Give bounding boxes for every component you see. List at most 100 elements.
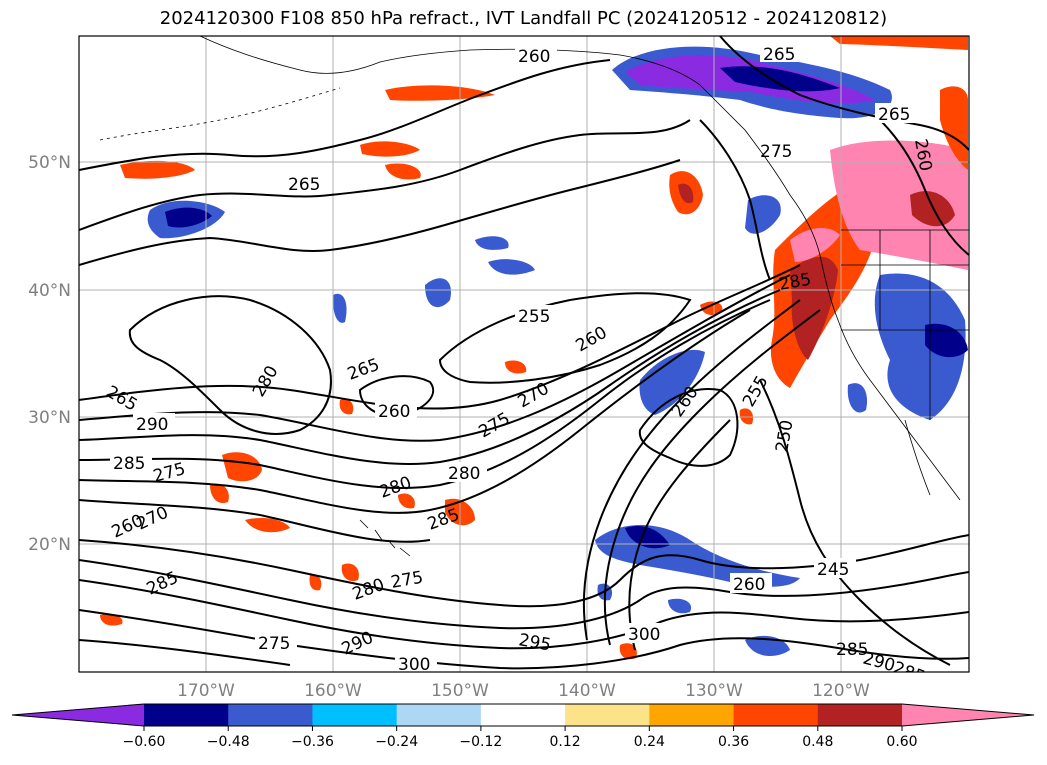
negative-region-south-3 — [668, 598, 692, 614]
colorbar-tick-label: 0.36 — [718, 734, 749, 750]
colorbar-segment — [817, 704, 903, 726]
positive-region-mid-6 — [341, 563, 359, 582]
colorbar-tick-label: −0.60 — [123, 734, 166, 750]
colorbar-segment — [396, 704, 482, 726]
us-west-coast — [819, 254, 961, 501]
colorbar-tick-label: −0.12 — [459, 734, 502, 750]
contour-diag-4 — [79, 299, 771, 490]
contour-curve-2 — [603, 309, 821, 646]
lat-label: 30°N — [28, 408, 71, 428]
negative-region-mid-4 — [332, 293, 347, 323]
positive-region-mid-8 — [505, 360, 527, 374]
contour-south-4 — [79, 609, 969, 670]
negative-region-mid-1 — [475, 236, 509, 250]
contour-south-2 — [79, 559, 969, 630]
map-title: 2024120300 F108 850 hPa refract., IVT La… — [159, 8, 888, 29]
negative-region-interior-2 — [847, 383, 868, 413]
contour-south-5 — [79, 639, 291, 666]
positive-region-sw-3 — [245, 517, 290, 533]
contour-north-2 — [79, 119, 691, 231]
colorbar-segment — [228, 704, 313, 726]
contour-label: 265 — [288, 175, 320, 195]
contour-label: 260 — [518, 47, 550, 67]
coastlines — [99, 36, 969, 557]
contour-label: 265 — [763, 45, 795, 65]
negative-region-gulf-alaska-inner — [720, 66, 840, 92]
negative-region-west-core — [165, 207, 212, 228]
baja-coast — [904, 419, 931, 496]
colorbar-tick-label: 0.60 — [886, 734, 917, 750]
contour-curve-1 — [582, 299, 801, 641]
positive-region-north-strip — [830, 36, 968, 50]
lon-label: 150°W — [431, 681, 489, 701]
contour-label: 260 — [733, 575, 765, 595]
colorbar-tick-label: −0.36 — [291, 734, 334, 750]
contour-curve-3 — [628, 419, 731, 651]
colorbar-segment — [480, 704, 566, 726]
lon-label: 120°W — [812, 681, 870, 701]
contour-east-2 — [699, 119, 771, 281]
contour-label: 290 — [861, 649, 898, 677]
positive-region-pink-2 — [790, 228, 840, 262]
shading-layer — [100, 36, 968, 660]
positive-region-hawaii-2 — [398, 493, 415, 509]
contour-east-4 — [879, 119, 969, 256]
contour-north-3 — [79, 159, 681, 266]
contour-diag-1 — [79, 264, 801, 410]
colorbar-segment — [649, 704, 735, 726]
positive-region-north-1 — [385, 85, 495, 101]
negative-region-mid-2 — [488, 259, 535, 275]
colorbar-tick-label: 0.24 — [634, 734, 665, 750]
positive-region-mid-5 — [339, 399, 354, 415]
lat-label: 40°N — [28, 281, 71, 301]
colorbar-segment — [733, 704, 819, 726]
contour-diag-3 — [79, 289, 781, 465]
negative-region-coast-2 — [639, 349, 705, 415]
positive-region-ne-red — [940, 86, 968, 170]
colorbar-extend-high — [902, 704, 1034, 726]
lat-label: 20°N — [28, 535, 71, 555]
contour-label: 300 — [398, 655, 430, 675]
colorbar-extend-low — [12, 704, 144, 726]
negative-region-interior — [874, 273, 966, 420]
contour-label: 255 — [518, 307, 550, 327]
hawaii-islands — [359, 519, 411, 557]
lat-axis-labels: 50°N 40°N 30°N 20°N — [28, 153, 71, 555]
contour-east-1 — [759, 379, 951, 666]
contour-label: 285 — [836, 640, 868, 660]
positive-region-mid-11 — [700, 301, 723, 316]
contour-label: 290 — [136, 415, 168, 435]
lon-axis-labels: 170°W 160°W 150°W 140°W 130°W 120°W — [177, 681, 870, 701]
positive-region-mid-10 — [739, 408, 754, 425]
contour-label: 280 — [448, 464, 480, 484]
colorbar — [11, 703, 1035, 727]
positive-region-mid-12 — [100, 614, 123, 626]
colorbar-segment — [144, 704, 229, 726]
contour-label: 265 — [878, 105, 910, 125]
colorbar-ticks: −0.60 −0.48 −0.36 −0.24 −0.12 0.12 0.24 0.36 0.4… — [123, 726, 918, 750]
negative-region-interior-core — [925, 323, 968, 358]
colorbar-tick-label: −0.24 — [375, 734, 418, 750]
contour-label: 300 — [628, 625, 660, 645]
contour-south-3 — [79, 579, 969, 650]
negative-region-south-core — [625, 525, 670, 549]
positive-region-mid-7 — [309, 574, 322, 591]
positive-region-pink — [830, 140, 968, 270]
lon-label: 170°W — [177, 681, 235, 701]
positive-region-west-1 — [120, 160, 195, 179]
colorbar-tick-label: 0.12 — [550, 734, 581, 750]
positive-region-north-3 — [385, 163, 421, 180]
contour-label: 275 — [760, 142, 792, 162]
contour-label: 260 — [378, 402, 410, 422]
map-panel: 260 265 265 265 275 260 255 260 265 270 … — [79, 36, 969, 677]
lon-label: 160°W — [304, 681, 362, 701]
positive-region-mid-9 — [619, 643, 637, 660]
contour-label: 245 — [817, 560, 849, 580]
lon-label: 130°W — [685, 681, 743, 701]
lon-label: 140°W — [558, 681, 616, 701]
contour-loop-3 — [358, 375, 435, 417]
contour-lines — [79, 36, 969, 670]
colorbar-tick-label: 0.48 — [802, 734, 833, 750]
contour-east-3 — [719, 36, 969, 151]
